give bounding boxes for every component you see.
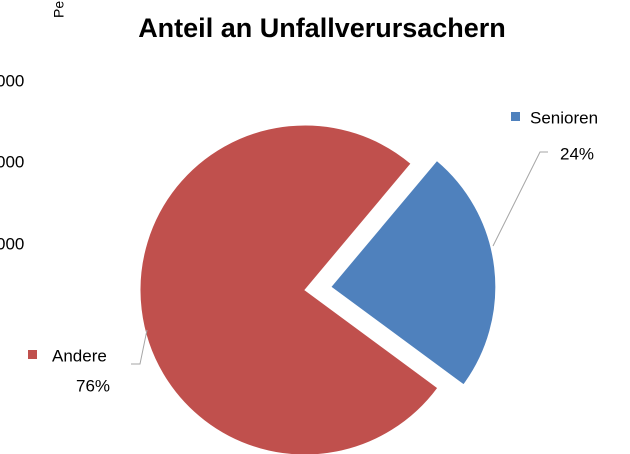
leader-line	[492, 151, 548, 247]
value-label: 24%	[560, 144, 594, 163]
background-tick-label: 000	[0, 152, 24, 171]
value-label: 76%	[76, 376, 110, 395]
background-axis-label: Pe	[51, 1, 67, 18]
chart-title: Anteil an Unfallverursachern	[138, 13, 506, 43]
legend-swatch	[28, 350, 37, 359]
category-label: Andere	[52, 346, 107, 365]
leader-line	[131, 329, 148, 365]
pie-slice	[139, 124, 439, 454]
background-tick-label: 000	[0, 71, 24, 90]
category-label: Senioren	[530, 108, 598, 127]
background-tick-label: 000	[0, 234, 24, 253]
legend-swatch	[511, 112, 520, 121]
pie-slice	[330, 159, 497, 386]
